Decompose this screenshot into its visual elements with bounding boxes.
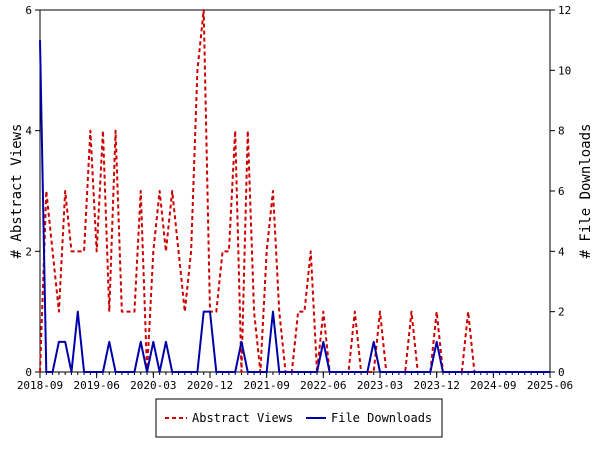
series-line-file-downloads <box>39 40 550 373</box>
x-tick-label: 2023-12 <box>413 379 459 392</box>
y-tick-label: 6 <box>25 4 32 17</box>
y2-tick-label: 10 <box>558 64 571 77</box>
plot-area <box>39 9 551 373</box>
y2-tick-label: 12 <box>558 4 571 17</box>
legend-label-abstract-views: Abstract Views <box>192 411 293 425</box>
x-tick-label: 2025-06 <box>527 379 573 392</box>
y2-tick-label: 8 <box>558 125 565 138</box>
x-tick-label: 2021-09 <box>243 379 289 392</box>
y-tick-label: 4 <box>25 125 32 138</box>
legend-label-file-downloads: File Downloads <box>331 411 432 425</box>
plot-frame <box>39 9 551 373</box>
y-axis-title: # Abstract Views <box>9 124 25 259</box>
y2-axis-title: # File Downloads <box>578 124 594 259</box>
x-tick-label: 2023-03 <box>357 379 403 392</box>
tick-labels: 0 2 4 6 0 2 4 6 8 10 12 2018-09 2019-06 2020-03 2020-1… <box>17 4 573 392</box>
legend: Abstract Views File Downloads <box>155 398 443 438</box>
x-tick-label: 2018-09 <box>17 379 63 392</box>
y2-tick-label: 2 <box>558 306 565 319</box>
legend-box <box>155 398 443 438</box>
x-tick-label: 2024-09 <box>470 379 516 392</box>
y-tick-label: 0 <box>25 366 32 379</box>
x-tick-label: 2022-06 <box>300 379 346 392</box>
x-tick-label: 2019-06 <box>73 379 119 392</box>
x-tick-label: 2020-12 <box>187 379 233 392</box>
series-layer <box>39 9 550 373</box>
y2-tick-label: 6 <box>558 185 565 198</box>
y-tick-label: 2 <box>25 245 32 258</box>
y2-tick-label: 4 <box>558 245 565 258</box>
y2-tick-label: 0 <box>558 366 565 379</box>
series-line-abstract-views <box>39 9 550 373</box>
x-tick-label: 2020-03 <box>130 379 176 392</box>
